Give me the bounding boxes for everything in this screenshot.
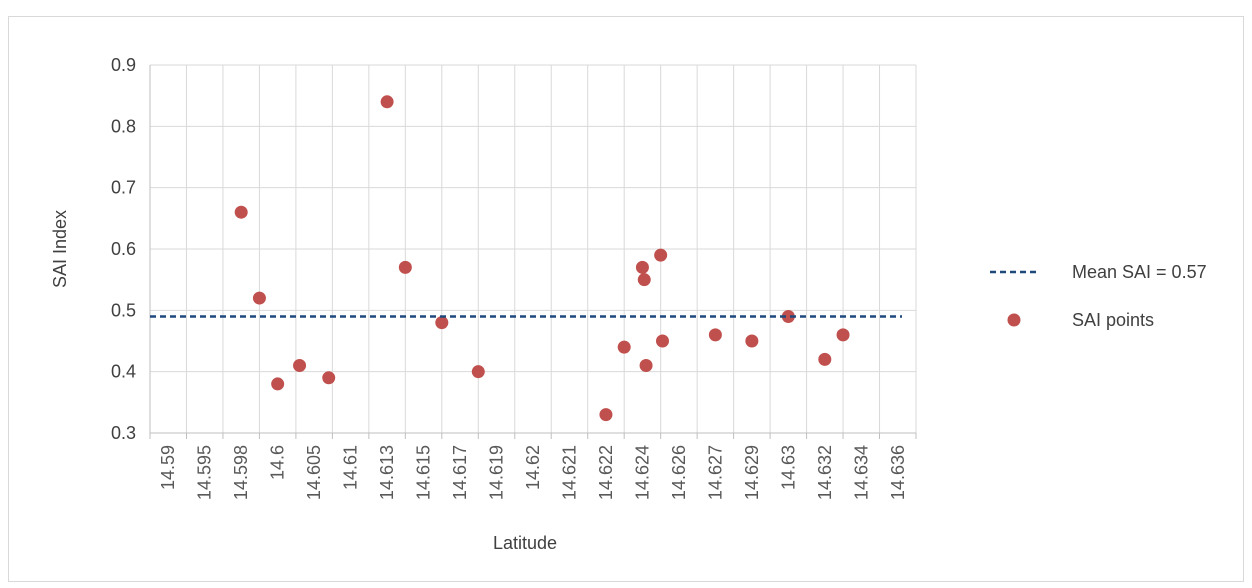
y-axis-title: SAI Index xyxy=(50,210,70,288)
y-tick-label: 0.4 xyxy=(111,362,136,382)
x-tick-label: 14.59 xyxy=(158,445,178,490)
x-tick-label: 14.626 xyxy=(669,445,689,500)
sai-point xyxy=(471,365,485,379)
sai-point xyxy=(599,408,613,422)
x-tick-label: 14.617 xyxy=(450,445,470,500)
y-tick-label: 0.6 xyxy=(111,239,136,259)
sai-point xyxy=(655,334,669,348)
x-axis-title: Latitude xyxy=(493,533,557,553)
legend-layer: Mean SAI = 0.57 SAI points xyxy=(990,262,1207,330)
axis-layer: 0.3 0.4 0.5 0.6 0.7 0.8 0.9 14.59 14.595 14.598 14… xyxy=(111,55,917,500)
y-tick-label: 0.9 xyxy=(111,55,136,75)
y-tick-label: 0.5 xyxy=(111,300,136,320)
sai-point xyxy=(234,205,248,219)
x-tick-label: 14.605 xyxy=(304,445,324,500)
sai-point xyxy=(654,248,668,262)
legend-swatch-sai-points xyxy=(1007,313,1021,327)
x-tick-label: 14.621 xyxy=(559,445,579,500)
x-tick-label: 14.624 xyxy=(632,445,652,500)
sai-point xyxy=(708,328,722,342)
grid-layer xyxy=(150,64,917,433)
sai-point xyxy=(398,260,412,274)
x-tick-label: 14.634 xyxy=(851,445,871,500)
x-tick-label: 14.629 xyxy=(742,445,762,500)
x-tick-label: 14.632 xyxy=(815,445,835,500)
sai-point xyxy=(271,377,285,391)
sai-point xyxy=(745,334,759,348)
sai-point xyxy=(639,359,653,373)
x-tick-label: 14.63 xyxy=(778,445,798,490)
sai-point xyxy=(836,328,850,342)
sai-point xyxy=(818,352,832,366)
sai-point xyxy=(293,359,307,373)
x-tick-label: 14.619 xyxy=(487,445,507,500)
x-tick-label: 14.595 xyxy=(195,445,215,500)
sai-point xyxy=(635,260,649,274)
legend-label: SAI points xyxy=(1072,310,1154,330)
sai-point xyxy=(322,371,336,385)
x-tick-label: 14.622 xyxy=(596,445,616,500)
x-tick-label: 14.615 xyxy=(414,445,434,500)
x-tick-label: 14.613 xyxy=(377,445,397,500)
sai-point xyxy=(380,95,394,109)
legend-label: Mean SAI = 0.57 xyxy=(1072,262,1207,282)
x-tick-label: 14.598 xyxy=(231,445,251,500)
x-tick-label: 14.61 xyxy=(341,445,361,490)
series-layer xyxy=(150,95,902,422)
sai-point xyxy=(781,309,795,323)
x-tick-label: 14.636 xyxy=(888,445,908,500)
y-tick-label: 0.7 xyxy=(111,178,136,198)
sai-point xyxy=(252,291,266,305)
x-tick-label: 14.62 xyxy=(523,445,543,490)
sai-point xyxy=(617,340,631,354)
x-tick-label: 14.6 xyxy=(268,445,288,480)
y-tick-label: 0.8 xyxy=(111,116,136,136)
sai-point xyxy=(637,273,651,287)
x-tick-label: 14.627 xyxy=(705,445,725,500)
y-tick-label: 0.3 xyxy=(111,423,136,443)
sai-point xyxy=(435,316,449,330)
chart-frame xyxy=(8,16,1244,582)
